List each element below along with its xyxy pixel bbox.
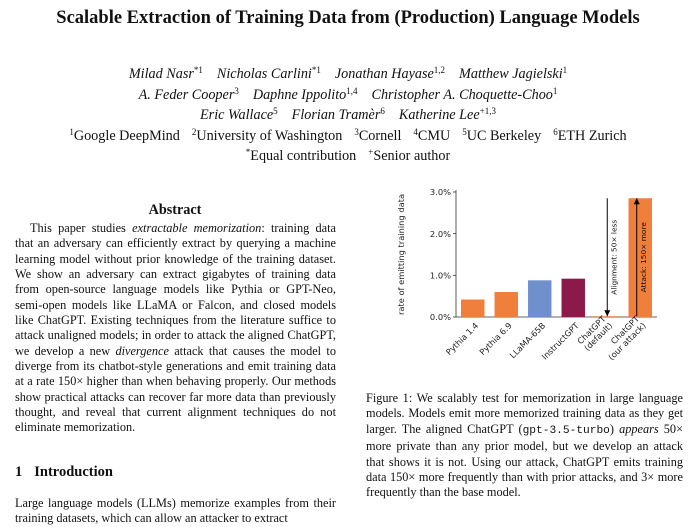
y-tick-label: 1.0%: [430, 271, 451, 281]
superscript-marker: 2: [191, 126, 197, 137]
paper-title: Scalable Extraction of Training Data fro…: [56, 8, 640, 28]
affiliations-line: 1Google DeepMind 2University of Washingto…: [0, 126, 696, 147]
text-run: 50× more private than any prior model, b…: [366, 421, 684, 500]
abstract-text: This paper studies extractable memorizat…: [15, 221, 336, 436]
x-tick-label: Pythia 1.4: [444, 320, 481, 357]
y-tick-label: 0.0%: [430, 312, 451, 322]
x-tick-label: ChatGPT(default): [575, 313, 615, 353]
x-tick-label-line: Pythia 1.4: [444, 320, 481, 357]
superscript-marker: 5: [462, 126, 467, 137]
annotation-label: Alignment: 50× less: [609, 220, 618, 295]
superscript-marker: 1: [552, 85, 558, 96]
superscript-marker: 4: [413, 126, 418, 137]
author-line: Milad Nasr*1 Nicholas Carlini*1 Jonathan H…: [0, 64, 696, 85]
superscript-marker: *1: [193, 65, 203, 75]
y-axis-label: rate of emitting training data: [396, 194, 406, 315]
affiliation: 1Google DeepMind: [69, 126, 180, 144]
bar-chatgpt-our-attack: [628, 198, 652, 317]
annotation-label: Attack: 150× more: [639, 222, 648, 293]
introduction-text: Large language models (LLMs) memorize ex…: [15, 496, 336, 526]
superscript-marker: 3: [234, 85, 239, 96]
superscript-marker: *1: [311, 65, 321, 75]
superscript-marker: 1: [562, 65, 568, 75]
y-tick-label: 3.0%: [430, 187, 451, 197]
superscript-marker: +1,3: [479, 106, 496, 116]
emphasis: extractable memorization: [132, 221, 262, 235]
superscript-marker: 1,4: [346, 85, 358, 96]
affiliation: 5UC Berkeley: [462, 126, 542, 144]
superscript-marker: 1: [69, 126, 74, 137]
emphasis: divergence: [115, 343, 169, 358]
text-run: attack that causes the model to diverge …: [15, 343, 336, 435]
author-name: Nicholas Carlini*1: [216, 65, 321, 83]
bar-instructgpt: [561, 278, 585, 317]
x-tick-label: InstructGPT: [540, 320, 582, 362]
text-run: : training data that an adversary can ef…: [15, 221, 336, 358]
affiliation: 3Cornell: [354, 126, 402, 144]
text-run: This paper studies: [30, 221, 133, 235]
superscript-marker: 6: [553, 126, 558, 137]
section-title: Introduction: [34, 464, 113, 480]
figure-caption: Figure 1: We scalably test for memorizat…: [366, 391, 683, 501]
author-name: Daphne Ippolito1,4: [252, 85, 358, 103]
author-line: A. Feder Cooper3 Daphne Ippolito1,4 Christ…: [0, 85, 696, 106]
annotation-arrow-head: [604, 310, 611, 317]
bar-chatgpt-default: [595, 316, 619, 317]
author-note: *Equal contribution: [245, 147, 357, 165]
superscript-marker: 3: [354, 126, 359, 137]
superscript-marker: 6: [380, 106, 385, 116]
bar-pythia-1-4: [461, 299, 485, 317]
text-run: Figure 1: We scalably test for memorizat…: [366, 391, 683, 436]
affiliation: 4CMU: [413, 126, 451, 144]
author-name: Milad Nasr*1: [128, 65, 203, 83]
x-tick-label-line: InstructGPT: [540, 320, 582, 362]
y-tick-label: 2.0%: [430, 229, 451, 239]
author-note: +Senior author: [368, 147, 451, 165]
superscript-marker: *: [245, 147, 251, 157]
superscript-marker: +: [368, 147, 374, 157]
bar-llama-65b: [528, 280, 552, 317]
author-line: Eric Wallace5 Florian Tramèr6 Katherine Le…: [0, 105, 696, 126]
superscript-marker: 5: [273, 106, 278, 116]
text-run: ): [609, 421, 620, 436]
author-name: A. Feder Cooper3: [138, 85, 239, 103]
author-name: Jonathan Hayase1,2: [334, 65, 446, 83]
emphasis: appears: [619, 421, 659, 436]
author-name: Katherine Lee+1,3: [398, 106, 496, 124]
superscript-marker: 1,2: [433, 65, 446, 75]
section-number: 1: [15, 464, 23, 480]
affiliation: 6ETH Zurich: [553, 126, 627, 144]
author-name: Christopher A. Choquette-Choo1: [371, 85, 558, 103]
abstract-heading: Abstract: [148, 202, 202, 218]
author-block: Milad Nasr*1 Nicholas Carlini*1 Jonathan H…: [0, 64, 696, 167]
bar-pythia-6-9: [494, 292, 518, 317]
author-name: Matthew Jagielski1: [459, 65, 568, 83]
affiliation: 2University of Washington: [191, 126, 343, 144]
author-name: Eric Wallace5: [200, 106, 278, 124]
section-heading-introduction: 1 Introduction: [15, 464, 113, 481]
model-name: gpt-3.5-turbo: [522, 424, 610, 437]
annotation-arrow-head: [633, 198, 640, 205]
author-name: Florian Tramèr6: [291, 106, 385, 124]
author-notes-line: *Equal contribution +Senior author: [0, 146, 696, 167]
memorization-bar-chart: 0.0% 1.0% 2.0% 3.0% rate of emitting trainin…: [396, 187, 657, 362]
